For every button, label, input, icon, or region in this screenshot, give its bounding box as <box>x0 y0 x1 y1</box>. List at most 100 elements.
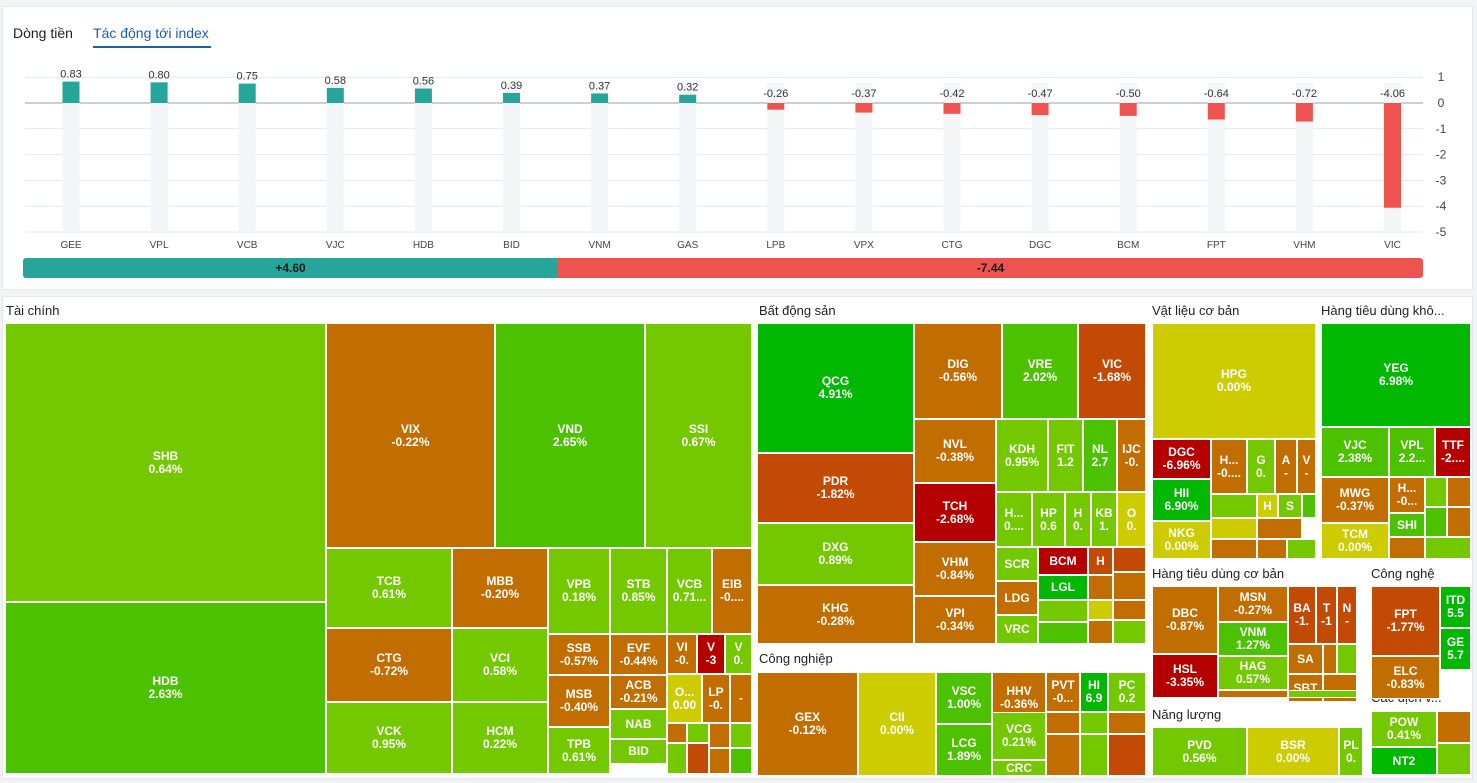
stock-tile-gex[interactable]: GEX -0.12% <box>757 672 858 776</box>
small-stock-tile[interactable] <box>1287 539 1316 559</box>
small-stock-tile[interactable] <box>1337 644 1357 674</box>
small-stock-tile[interactable] <box>1113 600 1146 620</box>
stock-tile-eib[interactable]: EIB -0.... <box>712 548 752 634</box>
stock-tile-mbb[interactable]: MBB -0.20% <box>452 548 548 628</box>
stock-tile-h[interactable]: H <box>1088 547 1113 575</box>
stock-tile-khg[interactable]: KHG -0.28% <box>757 585 914 644</box>
stock-tile-lp[interactable]: LP -0. <box>702 674 730 723</box>
stock-tile-nkg[interactable]: NKG 0.00% <box>1152 521 1211 559</box>
small-stock-tile[interactable] <box>1088 620 1113 644</box>
small-stock-tile[interactable] <box>1389 537 1425 559</box>
stock-tile-vpl[interactable]: VPL 2.2... <box>1389 427 1435 477</box>
small-stock-tile[interactable] <box>1113 572 1146 600</box>
stock-tile-msb[interactable]: MSB -0.40% <box>548 675 610 727</box>
stock-tile-vpi[interactable]: VPI -0.34% <box>914 596 996 644</box>
stock-tile-vjc[interactable]: VJC 2.38% <box>1321 427 1389 477</box>
stock-tile-vcg[interactable]: VCG 0.21% <box>992 712 1046 760</box>
stock-tile-crc[interactable]: CRC <box>992 760 1046 776</box>
stock-tile-ssi[interactable]: SSI 0.67% <box>645 323 752 548</box>
stock-tile-h[interactable]: H... -0... <box>1389 477 1425 513</box>
stock-tile-vi[interactable]: VI -0. <box>667 634 697 674</box>
stock-tile-ctg[interactable]: CTG -0.72% <box>326 628 452 702</box>
stock-tile-hpg[interactable]: HPG 0.00% <box>1152 323 1316 439</box>
stock-tile-bcm[interactable]: BCM <box>1038 547 1088 575</box>
stock-tile-n[interactable]: N- <box>1337 586 1357 644</box>
stock-tile-vnd[interactable]: VND 2.65% <box>495 323 645 548</box>
stock-tile-ldg[interactable]: LDG <box>996 581 1038 615</box>
small-stock-tile[interactable] <box>1425 507 1447 537</box>
small-stock-tile[interactable] <box>1211 494 1257 518</box>
stock-tile-s[interactable]: S <box>1278 494 1302 518</box>
stock-tile-vck[interactable]: VCK 0.95% <box>326 702 452 774</box>
stock-tile-vci[interactable]: VCI 0.58% <box>452 628 548 702</box>
small-stock-tile[interactable] <box>1113 620 1146 644</box>
stock-tile-stb[interactable]: STB 0.85% <box>610 548 667 634</box>
stock-tile-o[interactable]: O... 0.00 <box>667 674 702 723</box>
small-stock-tile[interactable] <box>1447 477 1471 507</box>
tab-tac-dong-toi-index[interactable]: Tác động tới index <box>93 25 209 41</box>
stock-tile-evf[interactable]: EVF -0.44% <box>610 634 667 675</box>
stock-tile-elc[interactable]: ELC -0.83% <box>1371 656 1440 699</box>
stock-tile-shi[interactable]: SHI <box>1389 513 1425 537</box>
small-stock-tile[interactable] <box>1323 644 1337 674</box>
stock-tile-fpt[interactable]: FPT -1.77% <box>1371 586 1440 656</box>
small-stock-tile[interactable] <box>1108 734 1146 776</box>
stock-tile-vre[interactable]: VRE 2.02% <box>1002 323 1078 419</box>
stock-tile-o[interactable]: O 0. <box>1117 492 1146 547</box>
small-stock-tile[interactable] <box>1211 539 1257 559</box>
stock-tile-vrc[interactable]: VRC <box>996 615 1038 644</box>
stock-tile-nab[interactable]: NAB <box>610 709 667 739</box>
stock-tile-vsc[interactable]: VSC 1.00% <box>936 672 992 724</box>
small-stock-tile[interactable] <box>1038 600 1088 622</box>
small-stock-tile[interactable] <box>687 743 709 774</box>
stock-tile-nvl[interactable]: NVL -0.38% <box>914 419 996 483</box>
stock-tile-hdb[interactable]: HDB 2.63% <box>5 602 326 774</box>
stock-tile-vhm[interactable]: VHM -0.84% <box>914 542 996 596</box>
stock-tile-h[interactable]: H 0. <box>1065 492 1091 547</box>
small-stock-tile[interactable] <box>1437 711 1471 743</box>
stock-tile-hii[interactable]: HII 6.90% <box>1152 479 1211 521</box>
stock-tile-shb[interactable]: SHB 0.64% <box>5 323 326 602</box>
stock-tile-lgl[interactable]: LGL <box>1038 575 1088 600</box>
small-stock-tile[interactable] <box>730 723 752 748</box>
stock-tile-kb[interactable]: KB 1. <box>1091 492 1117 547</box>
stock-tile-nt2[interactable]: NT2 <box>1371 747 1437 775</box>
tab-dong-tien[interactable]: Dòng tiền <box>13 25 73 41</box>
small-stock-tile[interactable] <box>687 723 709 743</box>
stock-tile-bsr[interactable]: BSR 0.00% <box>1247 727 1339 776</box>
stock-tile-itd[interactable]: ITD 5.5 <box>1440 586 1471 628</box>
stock-tile-h[interactable]: H... 0.... <box>996 492 1032 547</box>
stock-tile-pvd[interactable]: PVD 0.56% <box>1152 727 1247 776</box>
stock-tile-yeg[interactable]: YEG 6.98% <box>1321 323 1471 427</box>
stock-tile-tch[interactable]: TCH -2.68% <box>914 483 996 542</box>
stock-tile-hi[interactable]: HI 6.9 <box>1080 672 1108 712</box>
small-stock-tile[interactable] <box>1113 547 1146 572</box>
small-stock-tile[interactable] <box>1425 477 1447 507</box>
small-stock-tile[interactable] <box>1257 539 1287 559</box>
stock-tile-t[interactable]: T -1 <box>1316 586 1337 644</box>
stock-tile-ijc[interactable]: IJC -0. <box>1117 419 1146 492</box>
stock-tile-vcb[interactable]: VCB 0.71... <box>667 548 712 634</box>
stock-tile-dig[interactable]: DIG -0.56% <box>914 323 1002 419</box>
stock-tile-lcg[interactable]: LCG 1.89% <box>936 724 992 776</box>
stock-tile-sa[interactable]: SA <box>1288 644 1323 674</box>
stock-tile-h[interactable]: H... -0.... <box>1211 439 1247 494</box>
stock-tile-acb[interactable]: ACB -0.21% <box>610 675 667 709</box>
small-stock-tile[interactable] <box>1046 734 1080 776</box>
small-stock-tile[interactable] <box>1046 712 1080 734</box>
stock-tile-bid[interactable]: BID <box>610 739 667 764</box>
stock-tile-fit[interactable]: FIT 1.2 <box>1048 419 1083 492</box>
small-stock-tile[interactable] <box>1447 507 1471 537</box>
small-stock-tile[interactable] <box>667 743 687 774</box>
stock-tile-hsl[interactable]: HSL -3.35% <box>1152 654 1218 698</box>
stock-tile-vic[interactable]: VIC -1.68% <box>1078 323 1146 419</box>
stock-tile-tcm[interactable]: TCM 0.00% <box>1321 523 1389 559</box>
stock-tile-vnm[interactable]: VNM 1.27% <box>1218 622 1288 656</box>
stock-tile-tcb[interactable]: TCB 0.61% <box>326 548 452 628</box>
small-stock-tile[interactable] <box>1088 575 1113 600</box>
stock-tile-cii[interactable]: CII 0.00% <box>858 672 936 776</box>
small-stock-tile[interactable] <box>709 723 730 748</box>
small-stock-tile[interactable] <box>1302 494 1316 518</box>
small-stock-tile[interactable] <box>1437 743 1471 775</box>
stock-tile-msn[interactable]: MSN -0.27% <box>1218 586 1288 622</box>
